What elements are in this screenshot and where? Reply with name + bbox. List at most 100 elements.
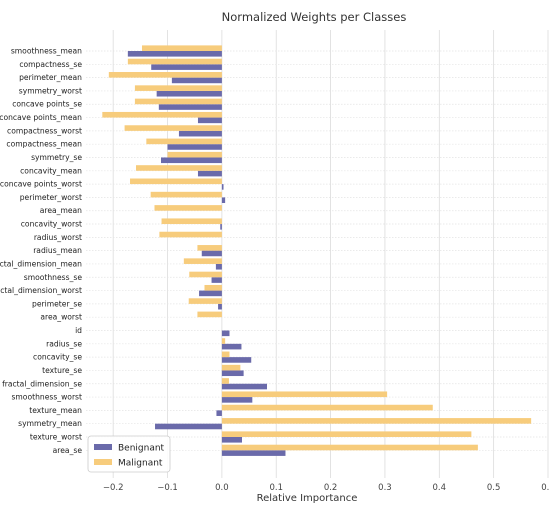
legend-label-benignant: Benignant bbox=[118, 444, 165, 454]
x-axis-ticks: −0.2 −0.1 0.0 0.1 0.2 0.3 0.4 0.5 0.6 bbox=[103, 483, 550, 493]
legend-swatch-benignant bbox=[94, 444, 112, 450]
bar-malignant-compactness_mean bbox=[146, 138, 222, 145]
chart-title: Normalized Weights per Classes bbox=[222, 10, 407, 24]
x-tick-label: −0.1 bbox=[157, 483, 178, 493]
category-label: compactness_se bbox=[19, 60, 82, 69]
bar-malignant-symmetry_mean bbox=[221, 418, 532, 424]
bar-benignant-fractal_dimension_se bbox=[221, 383, 267, 390]
bar-malignant-symmetry_se bbox=[167, 151, 222, 158]
bar-malignant-concave-points_worst bbox=[130, 178, 222, 185]
category-label: texture_se bbox=[42, 366, 82, 375]
bar-benignant-id bbox=[221, 330, 230, 337]
category-label: concavity_worst bbox=[21, 220, 82, 229]
x-axis-label: Relative Importance bbox=[257, 493, 358, 504]
category-label: fractal_dimension_worst bbox=[0, 286, 82, 295]
bar-benignant-concavity_se bbox=[221, 357, 252, 363]
category-label: compactness_mean bbox=[6, 140, 82, 149]
bar-malignant-smoothness_worst bbox=[221, 391, 388, 398]
category-label: fractal_dimension_mean bbox=[0, 259, 82, 268]
category-label: concavity_mean bbox=[20, 166, 82, 175]
bar-benignant-texture_se bbox=[221, 370, 244, 377]
bar-malignant-fractal_dimension_se bbox=[221, 378, 229, 384]
bar-benignant-concave-points_worst bbox=[221, 184, 224, 190]
bar-benignant-perimeter_mean bbox=[171, 77, 222, 84]
bar-malignant-perimeter_se bbox=[188, 298, 222, 304]
bar-malignant-radius_worst bbox=[159, 231, 222, 238]
bar-benignant-concave-points_se bbox=[158, 104, 222, 110]
bar-malignant-radius_mean bbox=[197, 245, 222, 251]
x-tick-label: 0.6 bbox=[541, 483, 550, 493]
category-label: concave points_mean bbox=[0, 113, 82, 122]
bar-benignant-perimeter_se bbox=[218, 303, 222, 310]
category-label: concavity_se bbox=[33, 353, 82, 362]
category-label: area_se bbox=[53, 446, 83, 455]
x-tick-label: 0.0 bbox=[215, 483, 229, 493]
category-label: symmetry_mean bbox=[18, 419, 82, 428]
category-label: compactness_worst bbox=[7, 126, 82, 135]
category-label: fractal_dimension_se bbox=[2, 379, 82, 388]
bar-benignant-compactness_se bbox=[151, 64, 222, 70]
category-label: smoothness_mean bbox=[11, 47, 82, 56]
x-tick-label: 0.1 bbox=[269, 483, 283, 493]
category-label: area_worst bbox=[40, 313, 82, 322]
category-label: symmetry_se bbox=[31, 153, 82, 162]
category-label: radius_se bbox=[46, 339, 82, 348]
bar-benignant-smoothness_mean bbox=[127, 51, 222, 57]
bar-malignant-concavity_mean bbox=[136, 165, 222, 171]
bar-benignant-symmetry_se bbox=[161, 157, 222, 164]
bar-benignant-smoothness_worst bbox=[221, 397, 253, 403]
x-tick-label: 0.4 bbox=[433, 483, 447, 493]
category-label: perimeter_worst bbox=[20, 193, 82, 202]
bar-malignant-texture_se bbox=[221, 364, 241, 371]
bar-benignant-perimeter_worst bbox=[221, 197, 226, 204]
bar-benignant-texture_mean bbox=[216, 410, 222, 416]
category-label: smoothness_se bbox=[24, 273, 83, 282]
category-labels: smoothness_mean compactness_se perimeter_m… bbox=[0, 47, 82, 455]
bar-malignant-symmetry_worst bbox=[134, 85, 222, 91]
category-label: texture_worst bbox=[30, 432, 82, 441]
category-label: concave points_worst bbox=[0, 180, 82, 189]
category-label: id bbox=[75, 326, 82, 335]
bar-benignant-compactness_worst bbox=[178, 130, 222, 137]
bar-malignant-texture_mean bbox=[221, 404, 433, 411]
x-tick-label: 0.2 bbox=[324, 483, 338, 493]
bar-malignant-fractal_dimension_worst bbox=[204, 284, 222, 291]
bar-benignant-fractal_dimension_mean bbox=[215, 263, 222, 270]
bar-benignant-symmetry_mean bbox=[155, 423, 222, 430]
bar-malignant-fractal_dimension_mean bbox=[183, 258, 222, 264]
bar-malignant-perimeter_worst bbox=[150, 191, 222, 198]
bar-benignant-concavity_mean bbox=[197, 170, 222, 177]
bar-benignant-concavity_worst bbox=[220, 224, 222, 230]
bar-benignant-fractal_dimension_worst bbox=[199, 290, 222, 297]
bar-malignant-radius_se bbox=[221, 338, 226, 344]
bars-layer bbox=[102, 45, 532, 456]
bar-benignant-symmetry_worst bbox=[156, 90, 222, 97]
bar-benignant-texture_worst bbox=[221, 436, 242, 443]
legend-label-malignant: Malignant bbox=[118, 459, 163, 469]
grid-layer bbox=[86, 30, 549, 478]
legend-swatch-malignant bbox=[94, 459, 112, 465]
category-label: area_mean bbox=[40, 206, 82, 215]
bar-benignant-radius_mean bbox=[201, 250, 222, 257]
category-label: perimeter_se bbox=[32, 299, 82, 308]
bar-benignant-area_se bbox=[221, 450, 286, 456]
x-tick-label: 0.5 bbox=[487, 483, 501, 493]
bar-malignant-compactness_worst bbox=[124, 125, 222, 131]
category-label: smoothness_worst bbox=[11, 393, 82, 402]
bar-benignant-smoothness_se bbox=[211, 277, 222, 283]
bar-malignant-smoothness_se bbox=[189, 271, 222, 278]
bar-malignant-area_mean bbox=[154, 205, 222, 211]
bar-malignant-concavity_se bbox=[221, 351, 230, 358]
bar-malignant-compactness_se bbox=[127, 58, 222, 65]
bar-malignant-smoothness_mean bbox=[141, 45, 222, 51]
category-label: texture_mean bbox=[29, 406, 82, 415]
bar-benignant-compactness_mean bbox=[167, 144, 222, 150]
x-tick-label: 0.3 bbox=[378, 483, 392, 493]
bar-malignant-concavity_worst bbox=[161, 218, 222, 225]
bar-malignant-texture_worst bbox=[221, 431, 472, 437]
category-label: concave points_se bbox=[12, 100, 82, 109]
bar-malignant-area_worst bbox=[197, 311, 222, 318]
bar-benignant-radius_se bbox=[221, 343, 242, 350]
category-label: radius_worst bbox=[34, 233, 82, 242]
